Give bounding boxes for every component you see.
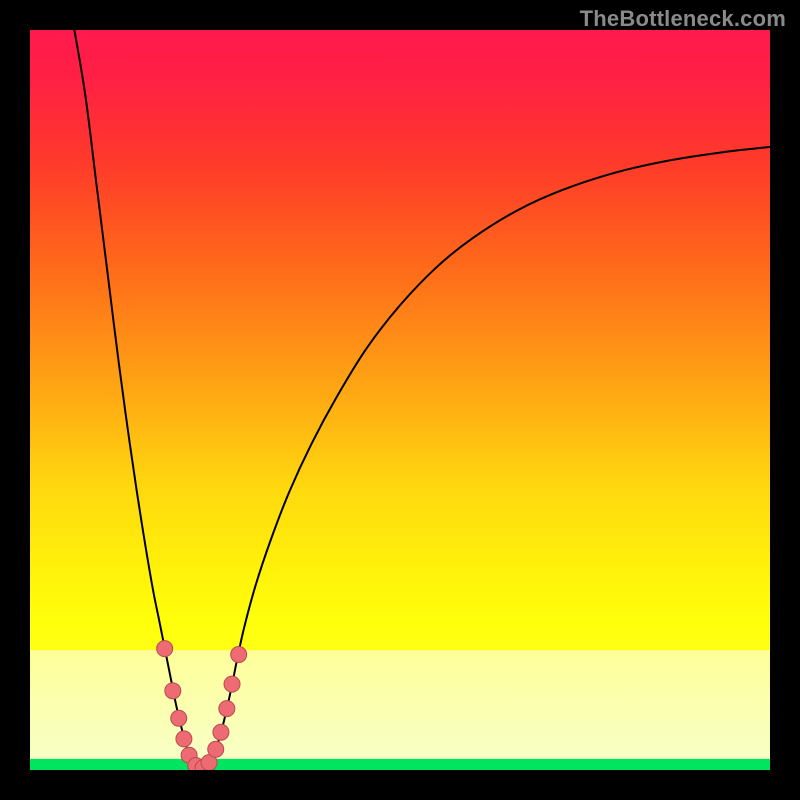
marker-dot bbox=[231, 647, 247, 663]
marker-dot bbox=[213, 724, 229, 740]
chart-frame: TheBottleneck.com bbox=[0, 0, 800, 800]
marker-dot bbox=[219, 701, 235, 717]
marker-dot bbox=[171, 710, 187, 726]
marker-dot bbox=[208, 741, 224, 757]
green-strip bbox=[30, 759, 770, 770]
plot-svg bbox=[30, 30, 770, 770]
pale-band bbox=[30, 650, 770, 759]
watermark-text: TheBottleneck.com bbox=[580, 6, 786, 32]
marker-dot bbox=[176, 731, 192, 747]
marker-dot bbox=[165, 683, 181, 699]
marker-dot bbox=[157, 641, 173, 657]
marker-dot bbox=[224, 676, 240, 692]
plot-area bbox=[30, 30, 770, 770]
